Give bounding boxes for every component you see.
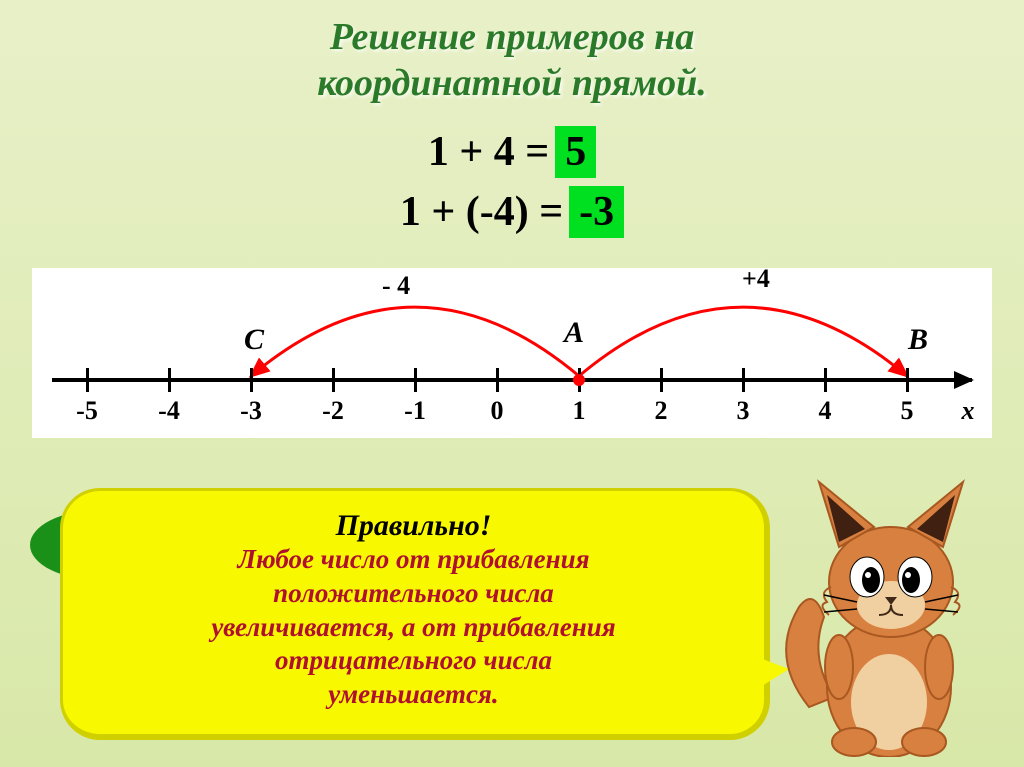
tick-label: -3: [240, 396, 262, 426]
tick: [824, 368, 827, 392]
equation-1: 1 + 4 = 5: [0, 126, 1024, 178]
rule-line: уменьшается.: [93, 678, 734, 712]
eq1-lhs: 1 + 4 =: [428, 128, 549, 176]
tick: [168, 368, 171, 392]
title-line-1: Решение примеров на: [0, 15, 1024, 61]
tick-label: 4: [819, 396, 832, 426]
tick-label: -2: [322, 396, 344, 426]
tick-label: 0: [491, 396, 504, 426]
rule-line: положительного числа: [93, 577, 734, 611]
tick-label: 1: [573, 396, 586, 426]
point-label-A: А: [564, 316, 584, 350]
arc-label: - 4: [382, 271, 410, 301]
axis: [52, 378, 972, 382]
tick: [332, 368, 335, 392]
speech-bubble: Правильно! Любое число от прибавленияпол…: [60, 488, 770, 740]
page-title: Решение примеров на координатной прямой.: [0, 0, 1024, 106]
rule-line: увеличивается, а от прибавления: [93, 611, 734, 645]
tick-label: -1: [404, 396, 426, 426]
tick-label: 5: [901, 396, 914, 426]
tick: [414, 368, 417, 392]
tick: [496, 368, 499, 392]
cat-illustration: [779, 477, 1019, 757]
tick: [742, 368, 745, 392]
eq2-lhs: 1 + (-4) =: [400, 188, 563, 236]
point-label-B: В: [908, 323, 928, 357]
tick: [660, 368, 663, 392]
equation-2: 1 + (-4) = -3: [0, 186, 1024, 238]
title-line-2: координатной прямой.: [0, 61, 1024, 107]
tick-label: 2: [655, 396, 668, 426]
rule-line: Любое число от прибавления: [93, 543, 734, 577]
tick: [86, 368, 89, 392]
x-axis-label: х: [962, 396, 975, 426]
number-line-chart: -5-4-3-2-1012345хСАВ- 4+4: [32, 268, 992, 438]
arc-label: +4: [742, 264, 770, 294]
rule-text: Любое число от прибавленияположительного…: [93, 543, 734, 712]
tick-label: 3: [737, 396, 750, 426]
tick: [250, 368, 253, 392]
eq2-answer: -3: [569, 186, 624, 238]
tick-label: -5: [76, 396, 98, 426]
tick-label: -4: [158, 396, 180, 426]
point-label-C: С: [244, 323, 264, 357]
axis-arrowhead: [954, 371, 974, 389]
rule-line: отрицательного числа: [93, 644, 734, 678]
start-point-dot: [573, 374, 585, 386]
equations-block: 1 + 4 = 5 1 + (-4) = -3: [0, 126, 1024, 238]
tick: [906, 368, 909, 392]
correct-label: Правильно!: [93, 509, 734, 543]
eq1-answer: 5: [555, 126, 596, 178]
